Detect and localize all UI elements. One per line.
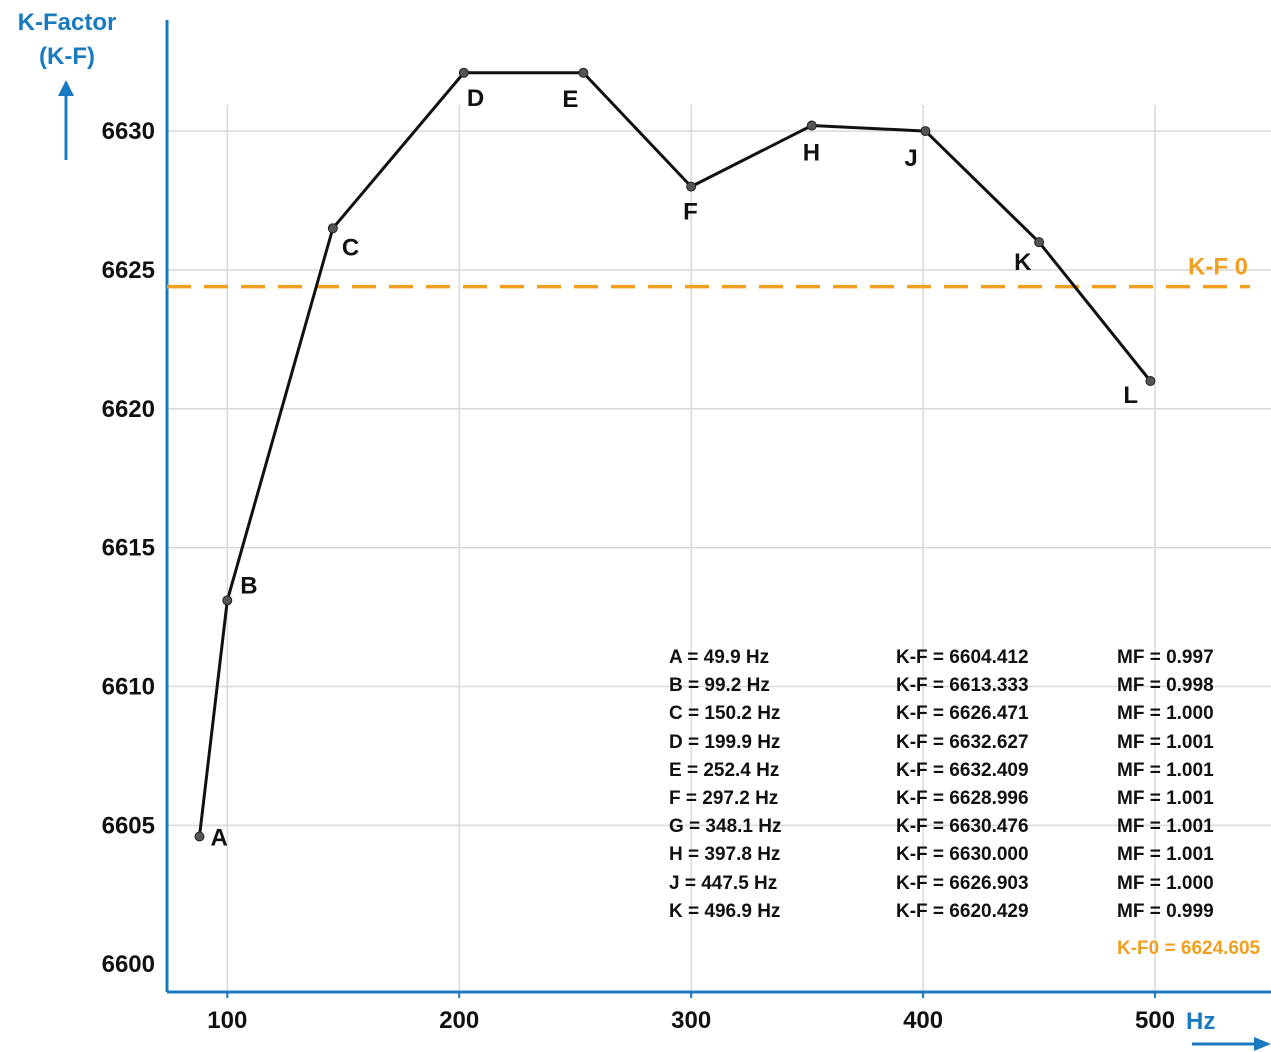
mf-entry-9: MF = 0.999 [1117, 900, 1214, 922]
frequency-entry-2: C = 150.2 Hz [669, 703, 781, 725]
frequency-entry-4: E = 252.4 Hz [669, 759, 780, 781]
y-tick-label-6615: 6615 [102, 535, 155, 562]
frequency-entry-1: B = 99.2 Hz [669, 675, 770, 697]
mf-entry-7: MF = 1.001 [1117, 844, 1214, 866]
point-label-B: B [240, 572, 257, 599]
kfactor-entry-9: K-F = 6620.429 [896, 900, 1029, 922]
y-tick-label-6605: 6605 [102, 812, 155, 839]
kfactor-entry-5: K-F = 6628.996 [896, 787, 1029, 809]
kfactor-entry-3: K-F = 6632.627 [896, 731, 1029, 753]
x-tick-label-500: 500 [1135, 1007, 1175, 1034]
mf-column: MF = 0.997 MF = 0.998 MF = 1.000 MF = 1.001… [1117, 644, 1214, 926]
point-H [806, 120, 817, 131]
y-tick-label-6630: 6630 [102, 118, 155, 145]
point-D [458, 67, 469, 78]
frequency-entry-6: G = 348.1 Hz [669, 816, 782, 838]
kfactor-entry-2: K-F = 6626.471 [896, 703, 1029, 725]
axes [58, 20, 1271, 1051]
tick-labels: 100 200 300 400 500 6600 6605 6610 6615 6620 6625 6… [102, 118, 1175, 1034]
point-L [1145, 376, 1156, 387]
grid-lines [167, 105, 1271, 992]
kfactor-entry-7: K-F = 6630.000 [896, 844, 1029, 866]
data-series: A B C D E F H J K L [194, 67, 1156, 851]
y-axis-title-line-2: (K-F) [39, 43, 95, 70]
x-tick-label-300: 300 [671, 1007, 711, 1034]
frequency-entry-9: K = 496.9 Hz [669, 900, 781, 922]
mf-entry-6: MF = 1.001 [1117, 816, 1214, 838]
point-label-H: H [803, 140, 820, 167]
kfactor-entry-6: K-F = 6630.476 [896, 816, 1029, 838]
kfactor-column: K-F = 6604.412 K-F = 6613.333 K-F = 6626.4… [896, 644, 1029, 926]
frequency-column: A = 49.9 Hz B = 99.2 Hz C = 150.2 Hz D = 19… [669, 644, 781, 926]
kfactor-line [197, 71, 1152, 837]
x-axis-title: Hz [1186, 1008, 1216, 1035]
x-tick-label-200: 200 [439, 1007, 479, 1034]
frequency-entry-7: H = 397.8 Hz [669, 844, 781, 866]
point-label-D: D [467, 85, 484, 112]
mf-entry-5: MF = 1.001 [1117, 787, 1214, 809]
x-arrow-head [1254, 1037, 1271, 1051]
kfactor-entry-1: K-F = 6613.333 [896, 675, 1029, 697]
y-tick-label-6600: 6600 [102, 951, 155, 978]
frequency-entry-0: A = 49.9 Hz [669, 647, 770, 668]
point-label-K: K [1014, 249, 1032, 276]
mf-entry-1: MF = 0.998 [1117, 675, 1214, 697]
x-tick-label-400: 400 [903, 1007, 943, 1034]
point-J [920, 126, 931, 137]
x-tick-label-100: 100 [207, 1007, 247, 1034]
point-C [327, 223, 338, 234]
mf-entry-0: MF = 0.997 [1117, 647, 1214, 668]
point-label-E: E [562, 86, 578, 113]
kfactor-entry-4: K-F = 6632.409 [896, 759, 1029, 781]
y-axis-title-line-1: K-Factor [17, 9, 117, 36]
frequency-entry-3: D = 199.9 Hz [669, 731, 781, 753]
point-label-F: F [683, 199, 698, 226]
point-label-L: L [1123, 382, 1138, 409]
point-label-J: J [904, 145, 917, 172]
mf-entry-8: MF = 1.000 [1117, 872, 1214, 894]
point-B [222, 595, 233, 606]
frequency-entry-8: J = 447.5 Hz [669, 872, 778, 894]
y-tick-label-6620: 6620 [102, 396, 155, 423]
kf0-note: K-F0 = 6624.605 [1117, 938, 1261, 959]
reference-line-group: K-F 0 [167, 254, 1250, 289]
y-tick-label-6625: 6625 [102, 257, 155, 284]
mf-entry-2: MF = 1.000 [1117, 703, 1214, 725]
point-F [686, 181, 697, 192]
point-A [194, 831, 205, 842]
point-label-A: A [210, 824, 227, 851]
reference-line-label: K-F 0 [1188, 254, 1248, 281]
kfactor-entry-8: K-F = 6626.903 [896, 872, 1029, 894]
mf-entry-4: MF = 1.001 [1117, 759, 1214, 781]
point-K [1034, 237, 1045, 248]
frequency-entry-5: F = 297.2 Hz [669, 787, 779, 809]
point-label-C: C [342, 234, 359, 261]
kfactor-entry-0: K-F = 6604.412 [896, 647, 1029, 668]
y-tick-label-6610: 6610 [102, 674, 155, 701]
point-E [578, 67, 589, 78]
mf-entry-3: MF = 1.001 [1117, 731, 1214, 753]
y-arrow-head [58, 80, 74, 96]
